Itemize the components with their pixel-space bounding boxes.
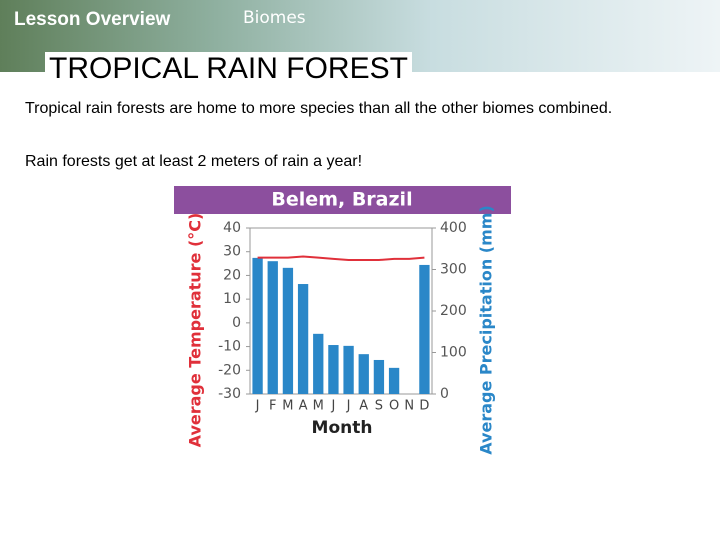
y2-tick-label: 400 — [440, 220, 467, 236]
x-tick-label: O — [389, 399, 399, 414]
y-tick-label: -10 — [218, 339, 241, 355]
x-tick-label: J — [255, 399, 260, 414]
header-title: Lesson Overview — [14, 9, 171, 30]
title-band — [174, 186, 511, 214]
y2-tick-label: 0 — [440, 386, 449, 402]
x-tick-label: J — [346, 399, 351, 414]
y-tick-label: 0 — [232, 315, 241, 331]
bar — [328, 345, 339, 394]
paragraph: Rain forests get at least 2 meters of ra… — [25, 153, 363, 170]
y2-tick-label: 100 — [440, 345, 467, 361]
chart-title: Belem, Brazil — [271, 189, 412, 211]
bar — [313, 333, 324, 394]
heading: TROPICAL RAIN FOREST — [45, 52, 412, 86]
y2-tick-label: 300 — [440, 262, 467, 278]
paragraph: Tropical rain forests are home to more s… — [25, 100, 613, 117]
plot-area — [249, 227, 433, 395]
x-tick-label: A — [359, 399, 368, 414]
x-tick-label: M — [282, 399, 293, 414]
y-tick-label: 40 — [223, 220, 241, 236]
bar — [282, 267, 294, 394]
x-tick-label: A — [299, 399, 308, 414]
x-tick-label: D — [419, 399, 429, 414]
x-tick-label: J — [330, 399, 335, 414]
line — [257, 255, 425, 262]
x-tick-label: S — [375, 399, 383, 414]
bar — [297, 284, 309, 394]
y-tick-label: 30 — [223, 244, 241, 260]
x-tick-label: N — [404, 399, 414, 414]
header-subtitle: Biomes — [243, 8, 306, 28]
y-tick-label: 10 — [223, 291, 241, 307]
bar — [373, 359, 385, 394]
x-tick-label: M — [313, 399, 324, 414]
bar — [252, 257, 263, 394]
y2-axis-label: Average Precipitation (mm) — [477, 205, 496, 455]
y-tick-label: -30 — [218, 386, 241, 402]
x-axis-label: Month — [312, 418, 373, 438]
y-axis-label: Average Temperature (°C) — [186, 213, 205, 448]
bar — [388, 367, 400, 394]
bar — [419, 264, 430, 394]
y-tick-label: 20 — [223, 267, 241, 283]
x-tick-label: F — [269, 399, 276, 414]
y-tick-label: -20 — [218, 362, 241, 378]
bar — [343, 345, 354, 394]
bar — [267, 261, 278, 394]
bar — [358, 354, 369, 394]
y2-tick-label: 200 — [440, 303, 467, 319]
